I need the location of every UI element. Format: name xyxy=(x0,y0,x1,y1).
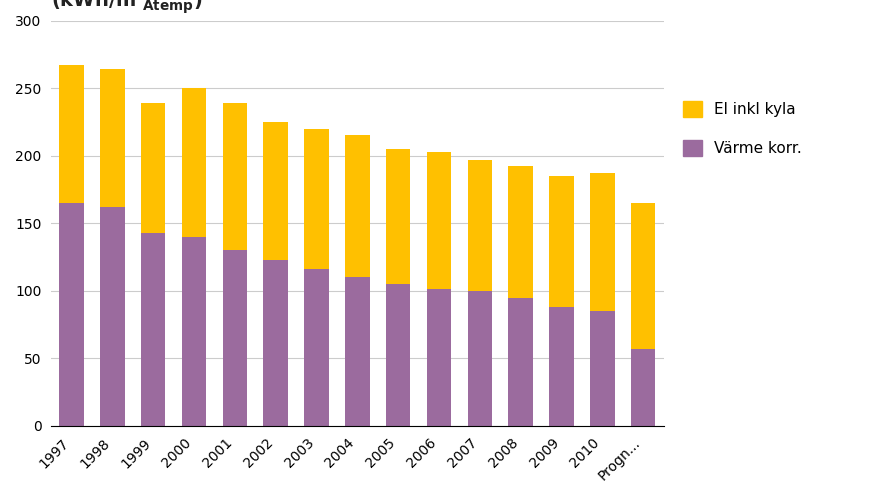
Bar xyxy=(345,135,369,277)
Bar xyxy=(59,65,83,203)
Bar xyxy=(222,103,247,250)
Bar xyxy=(100,207,124,426)
Bar xyxy=(263,260,288,426)
Bar xyxy=(304,128,328,269)
Legend: El inkl kyla, Värme korr.: El inkl kyla, Värme korr. xyxy=(683,101,801,156)
Bar xyxy=(304,269,328,426)
Bar xyxy=(589,173,614,311)
Bar xyxy=(467,291,492,426)
Bar xyxy=(548,307,574,426)
Bar xyxy=(100,69,124,207)
Bar xyxy=(427,289,451,426)
Bar xyxy=(467,160,492,291)
Bar xyxy=(141,233,165,426)
Bar xyxy=(507,298,533,426)
Bar xyxy=(589,311,614,426)
Bar xyxy=(630,349,654,426)
Bar xyxy=(548,176,574,307)
Bar xyxy=(182,237,206,426)
Bar xyxy=(386,284,410,426)
Bar xyxy=(345,277,369,426)
Bar xyxy=(386,149,410,284)
Bar xyxy=(507,166,533,298)
Bar xyxy=(222,250,247,426)
Bar xyxy=(59,203,83,426)
Bar xyxy=(263,122,288,260)
Text: (kWh/m$^2\!{}_{\mathregular{Atemp}}$): (kWh/m$^2\!{}_{\mathregular{Atemp}}$) xyxy=(51,0,202,15)
Bar xyxy=(630,203,654,349)
Bar xyxy=(141,103,165,233)
Bar xyxy=(182,88,206,237)
Bar xyxy=(427,151,451,289)
